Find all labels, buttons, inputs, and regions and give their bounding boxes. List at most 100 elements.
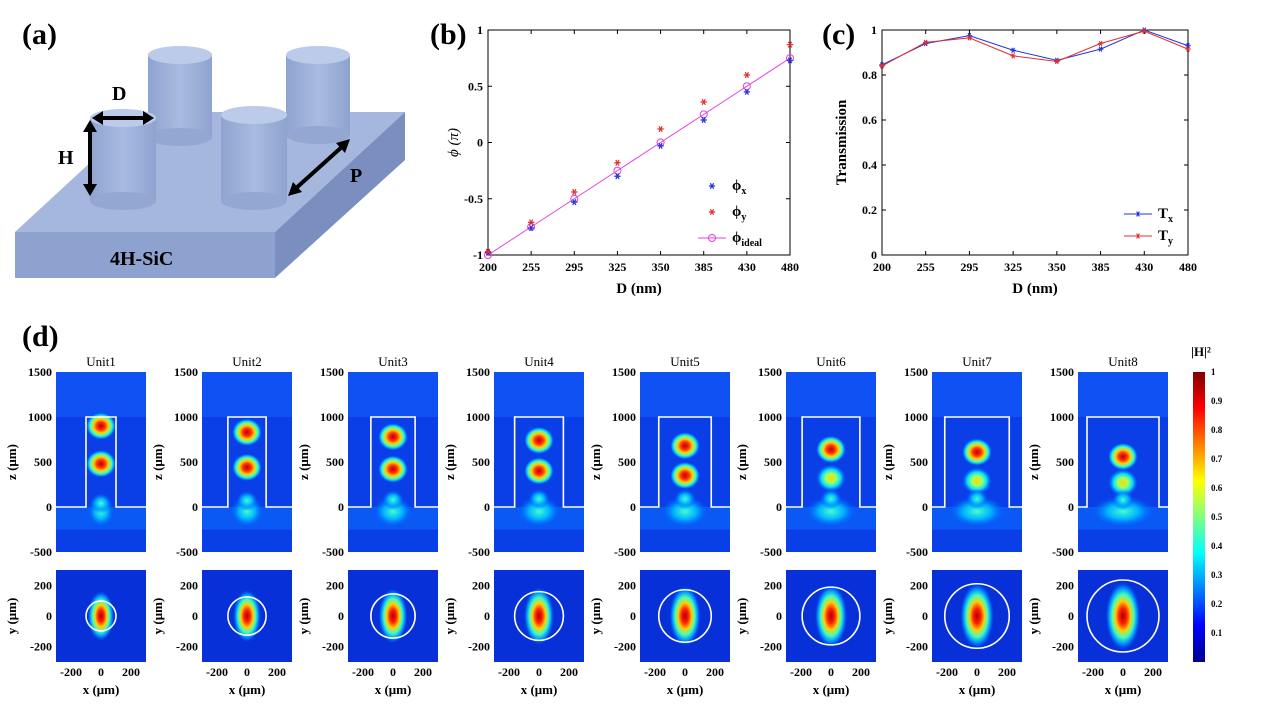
z-tick-label: 500 xyxy=(180,455,198,469)
x-tick-label: 200 xyxy=(479,260,497,274)
pillar-front-right xyxy=(221,106,287,210)
x-tick-label: 0 xyxy=(390,665,396,679)
pillar-cross-section xyxy=(85,600,117,632)
y-tick-label: 200 xyxy=(34,578,52,592)
xy-hotspot xyxy=(959,581,995,651)
y-tick-label: 0 xyxy=(1068,609,1074,623)
xz-hotspot xyxy=(670,432,700,460)
pillar-cross-section xyxy=(657,588,713,644)
data-point-ϕy xyxy=(571,188,578,196)
xz-map-band xyxy=(1078,372,1168,417)
y-tick-label: 0.4 xyxy=(862,158,877,172)
data-point-ϕx xyxy=(786,57,794,64)
data-point-Ty xyxy=(1054,58,1060,65)
panel-label-d: (d) xyxy=(22,320,59,353)
phase-chart: 200 255 295 325 350 385 430 480 -1 -0.5 0 0.5 1 D (nm… xyxy=(446,23,799,297)
x-tick-label: 385 xyxy=(1092,260,1110,274)
data-point-Ty xyxy=(1185,46,1191,52)
data-point-Tx xyxy=(1010,47,1016,53)
y-tick-label: 200 xyxy=(180,578,198,592)
xz-glow-substrate xyxy=(1090,495,1156,528)
y-tick-label: 0 xyxy=(630,609,636,623)
x-tick-label: 200 xyxy=(1144,665,1162,679)
z-tick-label: 1500 xyxy=(466,365,490,379)
y-tick-label: 0 xyxy=(46,609,52,623)
z-tick-label: 1500 xyxy=(904,365,928,379)
dim-P-label: P xyxy=(350,165,362,187)
y-tick-label: 0 xyxy=(922,609,928,623)
xz-hotspot xyxy=(528,488,550,510)
y-tick-label: 0 xyxy=(477,136,483,150)
series-line-Ty xyxy=(881,30,1189,67)
z-tick-label: 0 xyxy=(776,500,782,514)
x-tick-label: 200 xyxy=(414,665,432,679)
data-point-ideal xyxy=(613,166,622,175)
data-point-ϕx xyxy=(743,88,751,95)
x-axis-label: x (μm) xyxy=(229,682,266,697)
data-point-Ty xyxy=(966,35,973,41)
x-tick-label: 295 xyxy=(960,260,978,274)
z-tick-label: 500 xyxy=(326,455,344,469)
x-tick-label: 325 xyxy=(608,260,626,274)
xz-hotspot xyxy=(236,490,258,511)
unit-title: Unit4 xyxy=(524,354,554,369)
colorbar-tick-label: 0.4 xyxy=(1211,541,1223,551)
x-tick-label: -200 xyxy=(60,665,82,679)
legend-marker xyxy=(1135,211,1141,217)
z-axis-label: z (μm) xyxy=(296,444,311,480)
pillar-cross-section xyxy=(1086,579,1160,653)
z-tick-label: -500 xyxy=(906,545,928,559)
xz-map-band xyxy=(348,372,438,417)
y-tick-label: 200 xyxy=(764,578,782,592)
x-tick-label: 430 xyxy=(1135,260,1153,274)
x-tick-label: -200 xyxy=(1082,665,1104,679)
substrate-front xyxy=(15,232,275,278)
unit-title: Unit1 xyxy=(86,354,116,369)
z-tick-label: 1500 xyxy=(758,365,782,379)
x-tick-label: 200 xyxy=(852,665,870,679)
colorbar-tick-label: 0.7 xyxy=(1211,454,1223,464)
x-tick-label: -200 xyxy=(790,665,812,679)
y-tick-label: 1 xyxy=(871,23,877,37)
transmission-chart: 200 255 295 325 350 385 430 480 0 0.2 0.4 0.6 0.8 1 D … xyxy=(834,23,1197,297)
substrate-side xyxy=(275,112,405,278)
colorbar-tick-label: 1 xyxy=(1211,367,1216,377)
y-tick-label: -200 xyxy=(176,640,198,654)
y-axis-label: y (μm) xyxy=(150,598,165,635)
y-tick-label: 200 xyxy=(1056,578,1074,592)
unit-title: Unit5 xyxy=(670,354,700,369)
z-tick-label: -500 xyxy=(322,545,344,559)
xz-hotspot xyxy=(232,453,262,482)
xz-glow-substrate xyxy=(805,495,857,528)
pillar-cross-section xyxy=(370,593,416,639)
data-point-Tx xyxy=(1097,46,1104,52)
pillar-cross-section xyxy=(227,596,267,636)
legend-label: ϕx xyxy=(732,178,746,197)
z-tick-label: -500 xyxy=(760,545,782,559)
xy-hotspot xyxy=(87,590,115,642)
z-tick-label: 500 xyxy=(472,455,490,469)
colorbar-tick-label: 0.9 xyxy=(1211,396,1223,406)
y-tick-label: -0.5 xyxy=(464,192,483,206)
x-tick-label: -200 xyxy=(352,665,374,679)
pillar-outline xyxy=(786,416,876,508)
xz-hotspot xyxy=(86,450,116,478)
y-tick-label: 0 xyxy=(776,609,782,623)
xy-hotspot xyxy=(377,587,409,645)
z-axis-label: z (μm) xyxy=(588,444,603,480)
y-tick-label: 0.8 xyxy=(862,68,877,82)
y-axis-label: y (μm) xyxy=(1026,598,1041,635)
z-axis-label: z (μm) xyxy=(150,444,165,480)
y-axis-label: y (μm) xyxy=(442,598,457,635)
legend-marker xyxy=(708,234,716,242)
xy-hotspot xyxy=(523,585,555,647)
data-point-ϕy xyxy=(657,125,664,133)
z-tick-label: 1500 xyxy=(320,365,344,379)
z-tick-label: 1500 xyxy=(174,365,198,379)
z-tick-label: 500 xyxy=(910,455,928,469)
z-tick-label: 1000 xyxy=(904,410,928,424)
dim-D-label: D xyxy=(112,83,126,105)
z-tick-label: 500 xyxy=(618,455,636,469)
y-axis-label: Transmission xyxy=(834,99,850,185)
data-point-Ty xyxy=(1141,28,1148,34)
